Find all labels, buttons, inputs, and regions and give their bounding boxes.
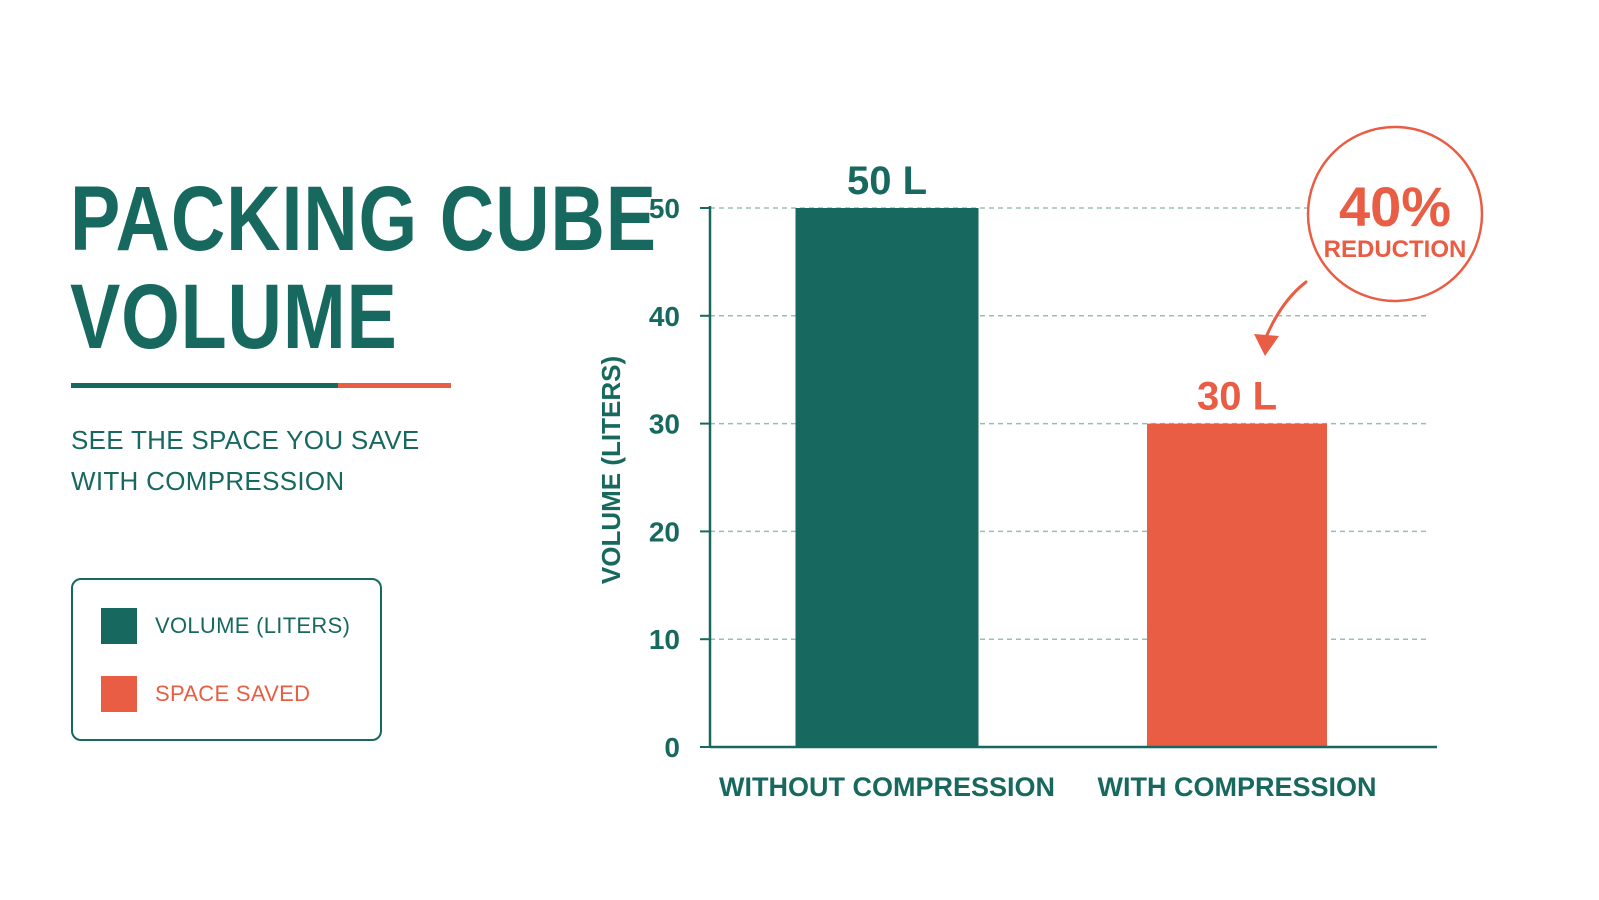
- title-line-2: VOLUME: [70, 266, 398, 368]
- title-line-1: PACKING CUBE: [70, 168, 657, 270]
- y-tick-label-50: 50: [649, 193, 680, 224]
- y-tick-label-20: 20: [649, 516, 680, 547]
- y-tick-label-30: 30: [649, 409, 680, 440]
- subtitle-line-1: SEE THE SPACE YOU SAVE: [71, 425, 420, 455]
- underline-teal-segment: [71, 383, 338, 388]
- data-label-1: 30 L: [1197, 375, 1277, 419]
- legend-item-space-saved: SPACE SAVED: [101, 676, 310, 712]
- y-axis-title: VOLUME (LITERS): [596, 356, 626, 584]
- legend-swatch-volume: [101, 608, 137, 644]
- data-label-0: 50 L: [847, 159, 927, 203]
- page-title: PACKING CUBE VOLUME: [70, 170, 657, 366]
- y-tick-label-10: 10: [649, 624, 680, 655]
- legend-label-volume: VOLUME (LITERS): [155, 613, 351, 638]
- reduction-percent: 40%: [1339, 175, 1451, 238]
- underline-coral-segment: [338, 383, 451, 388]
- legend-swatch-space-saved: [101, 676, 137, 712]
- y-tick-label-40: 40: [649, 301, 680, 332]
- reduction-text: REDUCTION: [1324, 236, 1467, 263]
- bar-with-compression: [1147, 423, 1327, 747]
- category-label-1: WITH COMPRESSION: [1097, 772, 1376, 802]
- category-label-0: WITHOUT COMPRESSION: [719, 772, 1055, 802]
- reduction-badge: [1306, 125, 1484, 303]
- subtitle-line-2: WITH COMPRESSION: [71, 466, 345, 496]
- annotation-arrowhead: [1254, 334, 1279, 356]
- subtitle: SEE THE SPACE YOU SAVE WITH COMPRESSION: [71, 420, 491, 502]
- bar-without-compression: [795, 208, 979, 747]
- legend-label-space-saved: SPACE SAVED: [155, 681, 311, 706]
- y-tick-label-0: 0: [664, 732, 680, 763]
- legend-item-volume: VOLUME (LITERS): [101, 608, 350, 644]
- annotation-arrow: [1262, 280, 1308, 344]
- title-underline: [71, 383, 451, 388]
- legend: VOLUME (LITERS) SPACE SAVED: [71, 578, 382, 741]
